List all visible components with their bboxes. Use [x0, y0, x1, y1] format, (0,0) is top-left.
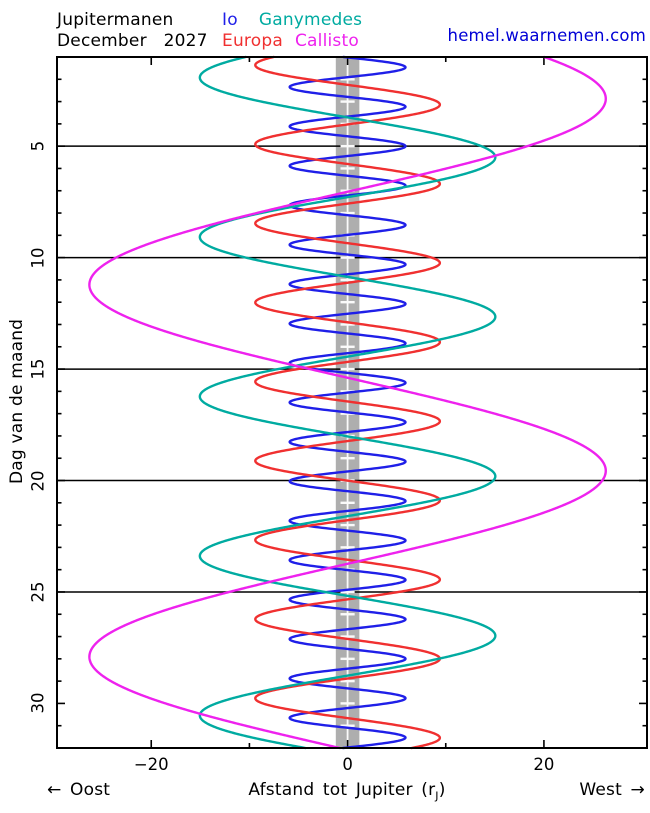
day-dash-25	[340, 590, 355, 594]
moon-curve-europa	[254, 55, 442, 750]
day-dash-27	[340, 635, 355, 638]
moon-curve-io	[288, 55, 407, 750]
legend-row-1: Io Ganymedes	[222, 10, 362, 30]
y-tick-label-day-5: 5	[28, 140, 48, 152]
day-dash-19	[340, 457, 355, 460]
plot-frame	[56, 56, 648, 749]
day-dash-10	[340, 256, 355, 259]
x-tick-label--20: −20	[133, 755, 169, 774]
moon-curve-callisto	[88, 55, 607, 750]
day-dash-6	[340, 167, 355, 170]
day-dash-15	[340, 367, 355, 371]
x-tick-label-20: 20	[533, 755, 555, 774]
moon-curve-ganymedes	[198, 55, 497, 750]
x-axis-title: Afstand tot Jupiter (rJ)	[248, 780, 446, 803]
y-tick-label-day-25: 25	[28, 581, 48, 603]
x-tick-label-0: 0	[342, 755, 353, 774]
y-tick-label-day-30: 30	[28, 692, 48, 714]
west-direction-label: West →	[579, 780, 645, 800]
day-dash-2	[340, 78, 355, 81]
day-dash-16	[340, 390, 355, 393]
day-dash-23	[340, 546, 355, 549]
day-dash-3	[340, 100, 355, 103]
chart-subtitle-month-year: December 2027	[57, 31, 208, 51]
day-dash-28	[340, 657, 355, 661]
website-link[interactable]: hemel.waarnemen.com	[447, 26, 646, 45]
chart-title: Jupitermanen	[57, 10, 174, 30]
legend-io: Io	[222, 10, 238, 30]
legend-row-2: Europa Callisto	[222, 31, 359, 51]
y-tick-label-day-20: 20	[28, 470, 48, 492]
day-dash-21	[340, 501, 355, 505]
day-dash-30	[340, 702, 355, 705]
day-dash-11	[340, 278, 355, 282]
y-tick-label-day-10: 10	[28, 247, 48, 269]
day-dash-8	[340, 211, 355, 215]
day-dash-13	[340, 323, 355, 326]
day-dash-17	[340, 412, 355, 415]
y-axis-title: Dag van de maand	[7, 318, 27, 484]
legend-ganymedes: Ganymedes	[258, 10, 363, 30]
day-dash-22	[340, 523, 355, 527]
day-dash-26	[340, 613, 355, 616]
legend-callisto: Callisto	[294, 31, 359, 51]
east-direction-label: ← Oost	[47, 780, 111, 800]
day-dash-12	[340, 300, 355, 304]
day-dash-14	[340, 345, 355, 348]
legend-europa: Europa	[222, 31, 283, 51]
day-dash-5	[340, 144, 355, 148]
y-tick-label-day-15: 15	[28, 358, 48, 380]
day-dash-29	[340, 679, 355, 683]
day-dash-31	[340, 724, 355, 727]
